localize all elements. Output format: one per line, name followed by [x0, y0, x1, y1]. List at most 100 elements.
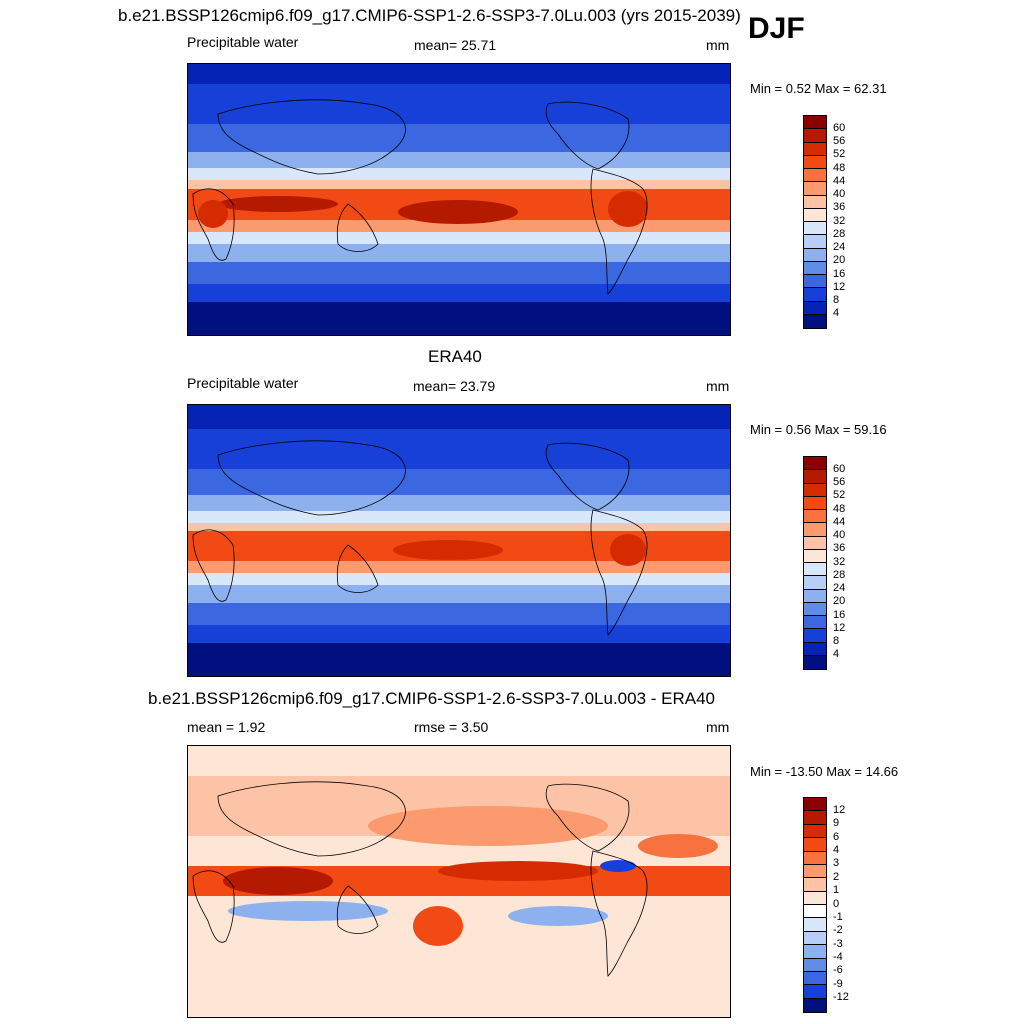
colorbar-swatch: [804, 195, 826, 209]
colorbar-tick-label: -2: [833, 924, 843, 937]
colorbar-tick-label: 20: [833, 595, 846, 608]
colorbar-tick-label: 44: [833, 174, 846, 187]
panel1-map-field: [188, 64, 730, 335]
colorbar-swatch: [804, 523, 826, 537]
colorbar-tick-label: 20: [833, 254, 846, 267]
colorbar-swatch: [804, 470, 826, 484]
colorbar-swatch: [804, 275, 826, 289]
colorbar-swatch: [804, 248, 826, 262]
colorbar-tick-label: -12: [833, 991, 849, 1004]
colorbar-tick-label: 9: [833, 817, 840, 830]
colorbar-tick-label: 56: [833, 476, 846, 488]
panel3-map-field: [188, 746, 730, 1017]
colorbar-tick-label: 60: [833, 462, 846, 475]
panel1-title: b.e21.BSSP126cmip6.f09_g17.CMIP6-SSP1-2.…: [118, 6, 741, 25]
colorbar-swatch: [804, 457, 826, 471]
colorbar-swatch: [804, 931, 826, 946]
season-label: DJF: [748, 12, 805, 45]
colorbar-swatch: [804, 864, 826, 879]
colorbar-tick-label: -6: [833, 964, 843, 977]
colorbar-swatch: [804, 971, 826, 986]
colorbar-swatch: [804, 811, 826, 825]
panel1-mean-label: mean= 25.71: [414, 37, 497, 53]
colorbar-swatch: [804, 985, 826, 999]
colorbar-tick-label: 40: [833, 529, 846, 541]
colorbar-tick-label: 28: [833, 568, 846, 581]
colorbar-tick-label: 52: [833, 148, 846, 161]
colorbar-swatch: [804, 563, 826, 577]
colorbar-tick-label: 12: [833, 803, 846, 816]
colorbar-swatch: [804, 798, 826, 812]
colorbar-tick-label: 52: [833, 489, 846, 502]
colorbar-tick-label: 6: [833, 830, 840, 843]
colorbar-swatch: [804, 155, 826, 169]
colorbar-tick-label: 1: [833, 884, 840, 897]
colorbar-swatch: [804, 483, 826, 497]
panel1-map: [187, 63, 731, 336]
colorbar-swatch: [804, 261, 826, 275]
colorbar-tick-label: 36: [833, 201, 846, 214]
colorbar-swatch: [804, 116, 826, 130]
colorbar-swatch: [804, 655, 826, 669]
colorbar-tick-label: 44: [833, 515, 846, 528]
panel3-rmse-label: rmse = 3.50: [414, 719, 489, 735]
colorbar-swatch: [804, 602, 826, 616]
colorbar-tick-label: 2: [833, 870, 840, 883]
colorbar-swatch: [804, 998, 826, 1012]
colorbar-tick-label: 40: [833, 188, 846, 200]
colorbar-swatch: [804, 851, 826, 865]
colorbar-tick-label: -9: [833, 977, 843, 990]
panel2-mean-label: mean= 23.79: [413, 378, 496, 394]
panel2-map: [187, 404, 731, 677]
colorbar-swatch: [804, 182, 826, 196]
colorbar-tick-label: 0: [833, 897, 840, 910]
colorbar-swatch: [804, 576, 826, 590]
colorbar-swatch: [804, 222, 826, 236]
colorbar-swatch: [804, 838, 826, 852]
colorbar-tick-label: 3: [833, 857, 840, 870]
colorbar-tick-label: 12: [833, 280, 846, 293]
colorbar-swatch: [804, 642, 826, 656]
colorbar-swatch: [804, 616, 826, 630]
colorbar-tick-label: 8: [833, 294, 840, 306]
colorbar-swatch: [804, 824, 826, 839]
colorbar-tick-label: 28: [833, 227, 846, 240]
colorbar-tick-label: 48: [833, 161, 846, 174]
panel3-minmax: Min = -13.50 Max = 14.66: [750, 764, 899, 779]
colorbar-tick-label: 32: [833, 214, 846, 227]
colorbar-swatch: [804, 288, 826, 302]
colorbar-tick-label: 4: [833, 307, 840, 320]
panel2-title: ERA40: [428, 347, 482, 366]
colorbar-tick-label: 4: [833, 648, 840, 661]
colorbar-swatch: [804, 235, 826, 249]
panel1-colorbar-swatches: [803, 115, 827, 329]
panel2-units: mm: [706, 378, 730, 394]
panel1-variable-label: Precipitable water: [187, 34, 299, 50]
colorbar-swatch: [804, 878, 826, 892]
colorbar-tick-label: 16: [833, 267, 846, 280]
colorbar-swatch: [804, 589, 826, 603]
colorbar-swatch: [804, 958, 826, 972]
colorbar-swatch: [804, 905, 826, 919]
colorbar-swatch: [804, 549, 826, 563]
colorbar-swatch: [804, 208, 826, 222]
colorbar-swatch: [804, 891, 826, 905]
colorbar-swatch: [804, 169, 826, 183]
colorbar-tick-label: 12: [833, 621, 846, 634]
colorbar-tick-label: 4: [833, 844, 840, 856]
colorbar-tick-label: 32: [833, 555, 846, 568]
colorbar-tick-label: -3: [833, 937, 843, 950]
colorbar-tick-label: 56: [833, 135, 846, 147]
colorbar-tick-label: 60: [833, 121, 846, 134]
colorbar-swatch: [804, 629, 826, 643]
colorbar-swatch: [804, 301, 826, 315]
colorbar-swatch: [804, 142, 826, 156]
colorbar-swatch: [804, 536, 826, 550]
colorbar-tick-label: 36: [833, 542, 846, 555]
panel2-colorbar-swatches: [803, 456, 827, 670]
colorbar-tick-label: 24: [833, 241, 846, 253]
colorbar-swatch: [804, 129, 826, 143]
colorbar-tick-label: 48: [833, 502, 846, 515]
panel3-title: b.e21.BSSP126cmip6.f09_g17.CMIP6-SSP1-2.…: [148, 689, 716, 708]
colorbar-swatch: [804, 510, 826, 524]
